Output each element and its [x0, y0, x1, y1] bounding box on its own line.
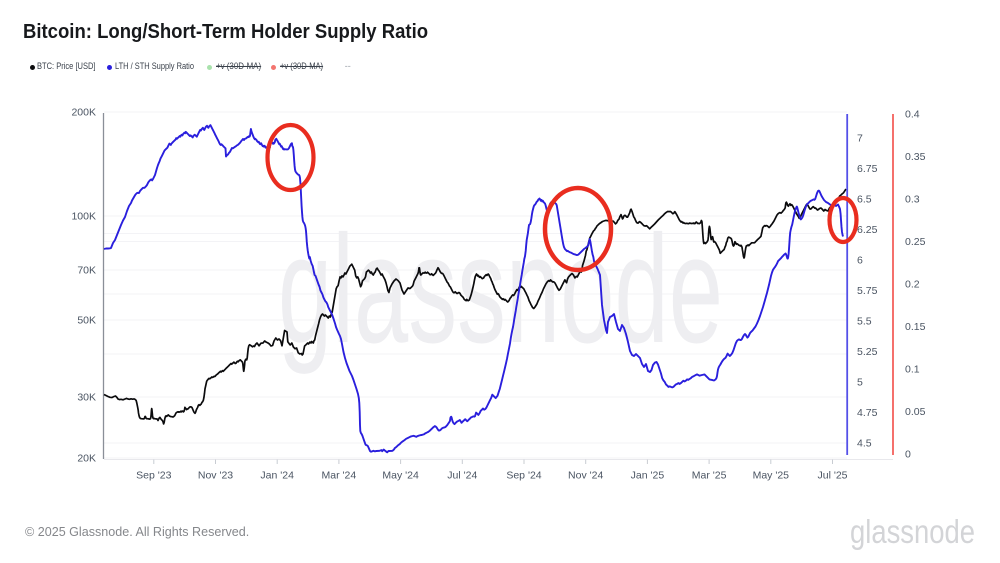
svg-text:70K: 70K: [77, 265, 96, 277]
svg-text:6.75: 6.75: [857, 163, 878, 175]
svg-text:Nov '23: Nov '23: [198, 470, 233, 482]
svg-text:0.4: 0.4: [905, 109, 920, 121]
svg-text:0.15: 0.15: [905, 321, 926, 333]
svg-text:20K: 20K: [77, 453, 96, 465]
svg-text:6: 6: [857, 255, 863, 267]
svg-text:May '24: May '24: [382, 470, 419, 482]
svg-text:0.3: 0.3: [905, 194, 920, 206]
svg-text:50K: 50K: [77, 315, 96, 327]
svg-text:5.75: 5.75: [857, 285, 878, 297]
svg-text:0.2: 0.2: [905, 279, 920, 291]
svg-text:4.75: 4.75: [857, 407, 878, 419]
svg-text:Jan '24: Jan '24: [260, 470, 294, 482]
svg-text:Mar '24: Mar '24: [322, 470, 357, 482]
svg-text:Jul '24: Jul '24: [447, 470, 477, 482]
svg-text:glassnode: glassnode: [278, 205, 723, 376]
svg-text:Jan '25: Jan '25: [631, 470, 665, 482]
svg-text:5: 5: [857, 377, 863, 389]
svg-text:6.5: 6.5: [857, 194, 872, 206]
svg-text:May '25: May '25: [753, 470, 790, 482]
svg-text:Jul '25: Jul '25: [817, 470, 847, 482]
svg-text:Sep '23: Sep '23: [136, 470, 171, 482]
svg-text:0.1: 0.1: [905, 364, 920, 376]
svg-text:0: 0: [905, 449, 911, 461]
svg-text:100K: 100K: [71, 211, 96, 223]
svg-text:Mar '25: Mar '25: [692, 470, 727, 482]
svg-text:4.5: 4.5: [857, 438, 872, 450]
svg-text:Sep '24: Sep '24: [506, 470, 541, 482]
svg-text:5.25: 5.25: [857, 346, 878, 358]
svg-text:0.05: 0.05: [905, 406, 926, 418]
svg-text:0.35: 0.35: [905, 151, 926, 163]
svg-text:6.25: 6.25: [857, 224, 878, 236]
svg-text:200K: 200K: [71, 107, 96, 119]
svg-text:5.5: 5.5: [857, 316, 872, 328]
svg-text:0.25: 0.25: [905, 236, 926, 248]
svg-text:Nov '24: Nov '24: [568, 470, 603, 482]
svg-text:7: 7: [857, 133, 863, 145]
svg-text:30K: 30K: [77, 392, 96, 404]
